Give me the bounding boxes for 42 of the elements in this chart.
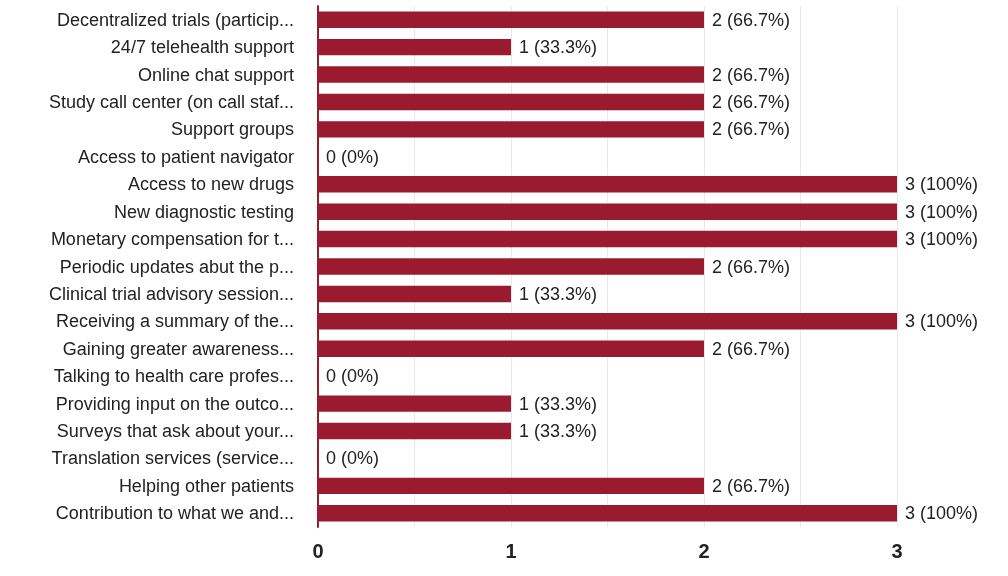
data-label: 2 (66.7%) — [712, 256, 791, 277]
data-label: 3 (100%) — [905, 503, 979, 524]
data-label: 1 (33.3%) — [519, 283, 598, 304]
y-tick-label: Online chat support — [137, 64, 294, 85]
x-tick-label: 1 — [505, 540, 517, 562]
x-tick-label: 3 — [891, 540, 903, 562]
y-tick-label: Gaining greater awareness... — [62, 338, 294, 359]
y-tick-label: 24/7 telehealth support — [110, 37, 294, 58]
y-tick-label: Contribution to what we and... — [55, 503, 294, 524]
data-label: 1 (33.3%) — [519, 421, 598, 442]
y-tick-label: Providing input on the outco... — [55, 393, 294, 414]
data-label: 0 (0%) — [326, 146, 380, 167]
data-label: 1 (33.3%) — [519, 37, 598, 58]
data-label: 2 (66.7%) — [712, 119, 791, 140]
data-label: 3 (100%) — [905, 229, 979, 250]
data-label: 3 (100%) — [905, 201, 979, 222]
y-tick-label: Helping other patients — [118, 475, 294, 496]
data-label: 1 (33.3%) — [519, 393, 598, 414]
y-tick-label: Talking to health care profes... — [53, 366, 294, 387]
y-tick-label: Translation services (service... — [51, 448, 294, 469]
y-tick-label: Access to new drugs — [127, 174, 294, 195]
data-label: 2 (66.7%) — [712, 475, 791, 496]
data-label: 2 (66.7%) — [712, 9, 791, 30]
data-label: 3 (100%) — [905, 174, 979, 195]
x-tick-label: 2 — [698, 540, 710, 562]
data-label: 0 (0%) — [326, 448, 380, 469]
y-tick-label: New diagnostic testing — [113, 201, 294, 222]
y-tick-label: Support groups — [170, 119, 294, 140]
y-tick-label: Monetary compensation for t... — [50, 229, 294, 250]
y-tick-label: Periodic updates abut the p... — [59, 256, 294, 277]
y-tick-label: Receiving a summary of the... — [55, 311, 294, 332]
data-label: 2 (66.7%) — [712, 64, 791, 85]
data-label: 2 (66.7%) — [712, 338, 791, 359]
data-label: 2 (66.7%) — [712, 91, 791, 112]
x-tick-label: 0 — [312, 540, 324, 562]
y-tick-label: Clinical trial advisory session... — [48, 283, 294, 304]
y-tick-label: Access to patient navigator — [77, 146, 294, 167]
y-tick-label: Surveys that ask about your... — [56, 421, 294, 442]
data-label: 0 (0%) — [326, 366, 380, 387]
y-tick-label: Study call center (on call staf... — [48, 91, 294, 112]
data-label: 3 (100%) — [905, 311, 979, 332]
y-tick-label: Decentralized trials (particip... — [56, 9, 294, 30]
